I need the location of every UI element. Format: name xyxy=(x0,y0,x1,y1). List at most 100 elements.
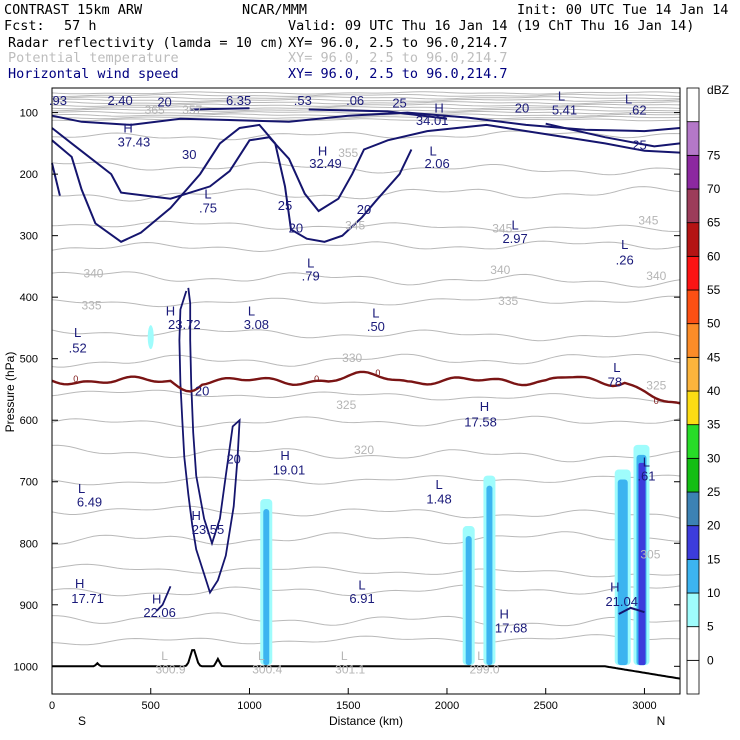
wind-label: .52 xyxy=(69,341,87,356)
colorbar-swatch xyxy=(686,424,700,459)
wind-label: 1.48 xyxy=(426,491,451,506)
theta-label: 345 xyxy=(345,219,365,233)
valid-time: Valid: 09 UTC Thu 16 Jan 14 (19 ChT Thu … xyxy=(288,18,694,34)
colorbar-swatch xyxy=(686,626,700,661)
colorbar-swatch xyxy=(686,154,700,190)
theta-contour xyxy=(51,271,681,288)
wind-label: H xyxy=(610,579,619,594)
theta-contour xyxy=(51,161,681,176)
theta-label: 320 xyxy=(354,443,374,457)
x-axis: 0 500 1000 1500 2000 2500 3000 xyxy=(49,688,657,712)
colorbar-level: 65 xyxy=(707,216,721,230)
wind-label: 17.58 xyxy=(464,414,497,429)
wind-label: L xyxy=(435,477,442,492)
wind-label: 2.97 xyxy=(502,231,527,246)
reflectivity-15dbz xyxy=(617,479,628,666)
wind-label: 20 xyxy=(157,94,171,109)
wind-label: L xyxy=(78,481,85,496)
theta-label: 305 xyxy=(640,548,660,562)
colorbar-swatch xyxy=(686,558,700,594)
wind-label: .61 xyxy=(637,469,655,484)
colorbar-level: 10 xyxy=(707,586,721,600)
wind-jet-contour xyxy=(156,585,172,612)
colorbar-swatch xyxy=(686,255,700,291)
theta-contour xyxy=(51,113,681,117)
colorbar-swatch xyxy=(686,356,700,392)
colorbar-swatch xyxy=(686,188,700,224)
field-name-theta: Potential temperature xyxy=(8,50,179,66)
wind-contour xyxy=(308,108,448,120)
wind-label: L xyxy=(558,88,565,103)
wind-label: H xyxy=(280,448,289,463)
colorbar-swatch xyxy=(686,525,700,560)
theta-contour xyxy=(52,118,680,122)
y-tick-label: 400 xyxy=(20,292,38,304)
theta-label: 325 xyxy=(336,398,356,412)
wind-label: 2.40 xyxy=(107,93,132,108)
wind-contour xyxy=(545,122,681,148)
wind-label: L xyxy=(372,305,379,320)
wind-label: L xyxy=(307,256,314,271)
x-tick-label: 500 xyxy=(142,700,160,712)
colorbar-swatch xyxy=(686,491,700,527)
wind-label: 78 xyxy=(608,374,622,389)
theta-label: L xyxy=(477,649,484,663)
wind-label: .79 xyxy=(302,269,320,284)
wind-label: H xyxy=(75,576,84,591)
theta-label: 340 xyxy=(646,269,666,283)
theta-contour xyxy=(51,240,681,253)
wind-label: .53 xyxy=(294,93,312,108)
theta-contour xyxy=(51,353,681,368)
colorbar-level: 5 xyxy=(707,620,714,634)
y-tick-label: 600 xyxy=(20,415,38,427)
theta-label: L xyxy=(341,649,348,663)
x-tick-label: 2000 xyxy=(435,700,459,712)
theta-contour xyxy=(51,91,681,95)
y-tick-label: 700 xyxy=(20,477,38,489)
wind-contour xyxy=(190,107,250,111)
header: CONTRAST 15km ARW NCAR/MMM Init: 00 UTC … xyxy=(4,2,728,82)
wind-label: H xyxy=(152,592,161,607)
colorbar-level: 40 xyxy=(707,384,721,398)
colorbar-level: 30 xyxy=(707,451,721,465)
theta-contour xyxy=(51,474,681,486)
wind-label: 20 xyxy=(226,451,240,466)
reflectivity-15dbz xyxy=(486,485,493,666)
wind-label: H xyxy=(123,120,132,135)
wind-label: 20 xyxy=(515,101,529,116)
wind-label: L xyxy=(643,454,650,469)
theta-label: 365 xyxy=(145,103,165,117)
y-tick-label: 800 xyxy=(20,538,38,550)
freezing-label: 0 xyxy=(314,374,319,384)
theta-label: 299.0 xyxy=(469,663,499,677)
wind-contour-surface xyxy=(618,606,645,615)
wind-contour xyxy=(51,162,61,196)
freezing-label: 0 xyxy=(73,374,78,384)
wind-label: 34.01 xyxy=(416,113,449,128)
theta-contour xyxy=(51,111,681,115)
theta-label: 335 xyxy=(498,294,518,308)
y-tick-label: 1000 xyxy=(14,661,38,673)
wind-label: L xyxy=(204,187,211,202)
freezing-labels: 0 0 0 0 xyxy=(73,368,659,406)
wind-label: L xyxy=(248,304,255,319)
theta-contour xyxy=(51,103,681,107)
theta-label: 345 xyxy=(492,222,512,236)
wind-label: 6.35 xyxy=(226,93,251,108)
field-xy-theta: XY= 96.0, 2.5 to 96.0,214.7 xyxy=(288,50,507,66)
theta-contour xyxy=(51,220,681,233)
colorbar-swatch xyxy=(686,222,700,257)
wind-speed-contours xyxy=(51,107,681,615)
colorbar-level: 55 xyxy=(707,283,721,297)
colorbar-level: 15 xyxy=(707,552,721,566)
y-tick-label: 100 xyxy=(20,108,38,120)
wind-label: L xyxy=(358,577,365,592)
reflectivity-20dbz xyxy=(638,462,646,666)
freezing-label: 0 xyxy=(375,368,380,378)
colorbar-swatch xyxy=(686,323,700,358)
theta-label: 355 xyxy=(338,146,358,160)
wind-label: .93 xyxy=(49,93,67,108)
wind-label: H xyxy=(166,304,175,319)
wind-label: .06 xyxy=(346,93,364,108)
